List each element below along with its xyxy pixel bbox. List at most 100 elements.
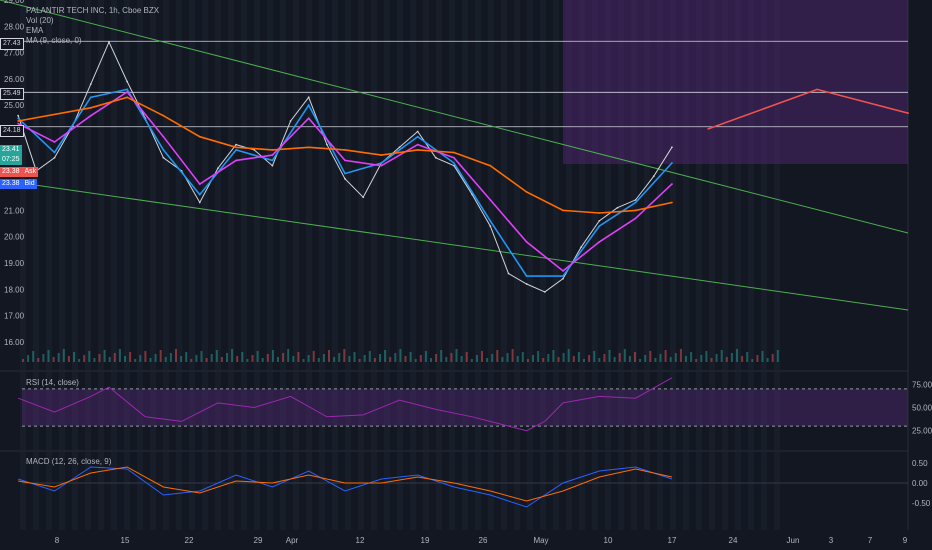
volume-bar (231, 349, 234, 362)
volume-bar (379, 354, 381, 362)
series-point (652, 175, 655, 178)
time-tick: 17 (668, 536, 677, 545)
series-point (271, 164, 274, 167)
volume-bar (27, 355, 30, 362)
time-tick: 29 (254, 536, 263, 545)
series-point (271, 148, 274, 151)
volume-bar (700, 355, 703, 362)
volume-bar (679, 349, 682, 362)
volume-bar (725, 357, 728, 362)
volume-bar (542, 358, 545, 362)
level-label-3[interactable]: 24.18 (0, 125, 24, 137)
session-stripe (631, 0, 637, 530)
session-stripe (72, 0, 78, 530)
macd-title[interactable]: MACD (12, 26, close, 9) (26, 457, 112, 466)
volume-bar (363, 355, 366, 362)
volume-bar (685, 356, 687, 362)
time-tick: 15 (121, 536, 130, 545)
volume-bar (47, 350, 50, 362)
indicator-ma[interactable]: MA (9, close, 0) (26, 36, 82, 45)
volume-bar (185, 352, 188, 362)
series-point (380, 164, 383, 167)
series-point (235, 159, 237, 162)
session-stripe (527, 0, 533, 530)
series-point (198, 183, 201, 185)
series-point (416, 130, 419, 133)
volume-bar (139, 355, 142, 362)
volume-bar (761, 351, 764, 362)
volume-bar (261, 358, 264, 362)
series-point (416, 135, 419, 138)
session-stripe (501, 0, 507, 530)
session-stripe (384, 0, 390, 530)
volume-bar (113, 353, 116, 362)
volume-bar (577, 352, 580, 362)
session-stripe (124, 0, 130, 530)
level-label-1[interactable]: 27.43 (0, 38, 24, 50)
volume-bar (404, 356, 407, 362)
series-point (17, 122, 20, 125)
volume-bar (588, 355, 591, 362)
session-stripe (540, 0, 546, 530)
volume-bar (547, 354, 550, 362)
series-point (380, 162, 383, 164)
series-point (598, 219, 601, 222)
volume-bar (180, 356, 183, 362)
price-tick: 25.00 (4, 101, 25, 110)
session-stripe (98, 0, 104, 530)
ask-label: Ask (24, 168, 37, 175)
volume-bar (394, 353, 397, 362)
series-point (344, 148, 346, 151)
volume-bar (618, 353, 621, 362)
session-stripe (371, 0, 377, 530)
volume-bar (414, 359, 417, 362)
volume-bar (430, 358, 432, 362)
volume-bar (741, 356, 744, 362)
volume-bar (200, 351, 203, 362)
volume-bar (368, 351, 371, 362)
volume-bar (328, 350, 330, 362)
series-point (816, 88, 819, 91)
session-stripe (644, 0, 650, 530)
session-stripe (150, 0, 156, 530)
series-point (543, 290, 546, 293)
volume-bar (746, 352, 749, 362)
volume-bar (98, 354, 101, 362)
price-tick: 21.00 (4, 206, 25, 215)
volume-bar (475, 355, 478, 362)
volume-bar (215, 350, 218, 362)
series-point (17, 120, 20, 122)
session-stripe (267, 0, 273, 530)
rsi-title[interactable]: RSI (14, close) (26, 378, 79, 387)
series-point (671, 201, 673, 204)
volume-bar (118, 349, 121, 362)
rsi-tick: 75.00 (912, 380, 932, 389)
session-stripe (683, 0, 689, 530)
volume-bar (282, 353, 285, 362)
series-point (907, 112, 909, 114)
volume-bar (776, 350, 779, 362)
series-point (489, 219, 492, 222)
session-stripe (462, 0, 468, 530)
volume-bar (409, 352, 412, 362)
volume-bar (766, 358, 769, 362)
series-point (307, 146, 310, 149)
descending-trendline-lower (0, 179, 909, 311)
volume-bar (292, 356, 295, 362)
series-point (525, 191, 528, 193)
level-label-2-text: 25.49 (3, 90, 21, 97)
level-label-2[interactable]: 25.49 (0, 88, 24, 100)
series-point (453, 151, 455, 154)
volume-bar (455, 349, 458, 362)
series-point (253, 148, 256, 151)
symbol-title[interactable]: PALANTIR TECH INC, 1h, Cboe BZX (26, 6, 160, 15)
series-point (53, 156, 56, 159)
session-stripe (293, 0, 299, 530)
indicator-ema[interactable]: EMA (26, 26, 44, 35)
session-stripe (618, 0, 624, 530)
volume-bar (634, 352, 636, 362)
session-stripe (176, 0, 182, 530)
volume-bar (57, 353, 60, 362)
indicator-vol[interactable]: Vol (20) (26, 16, 54, 25)
